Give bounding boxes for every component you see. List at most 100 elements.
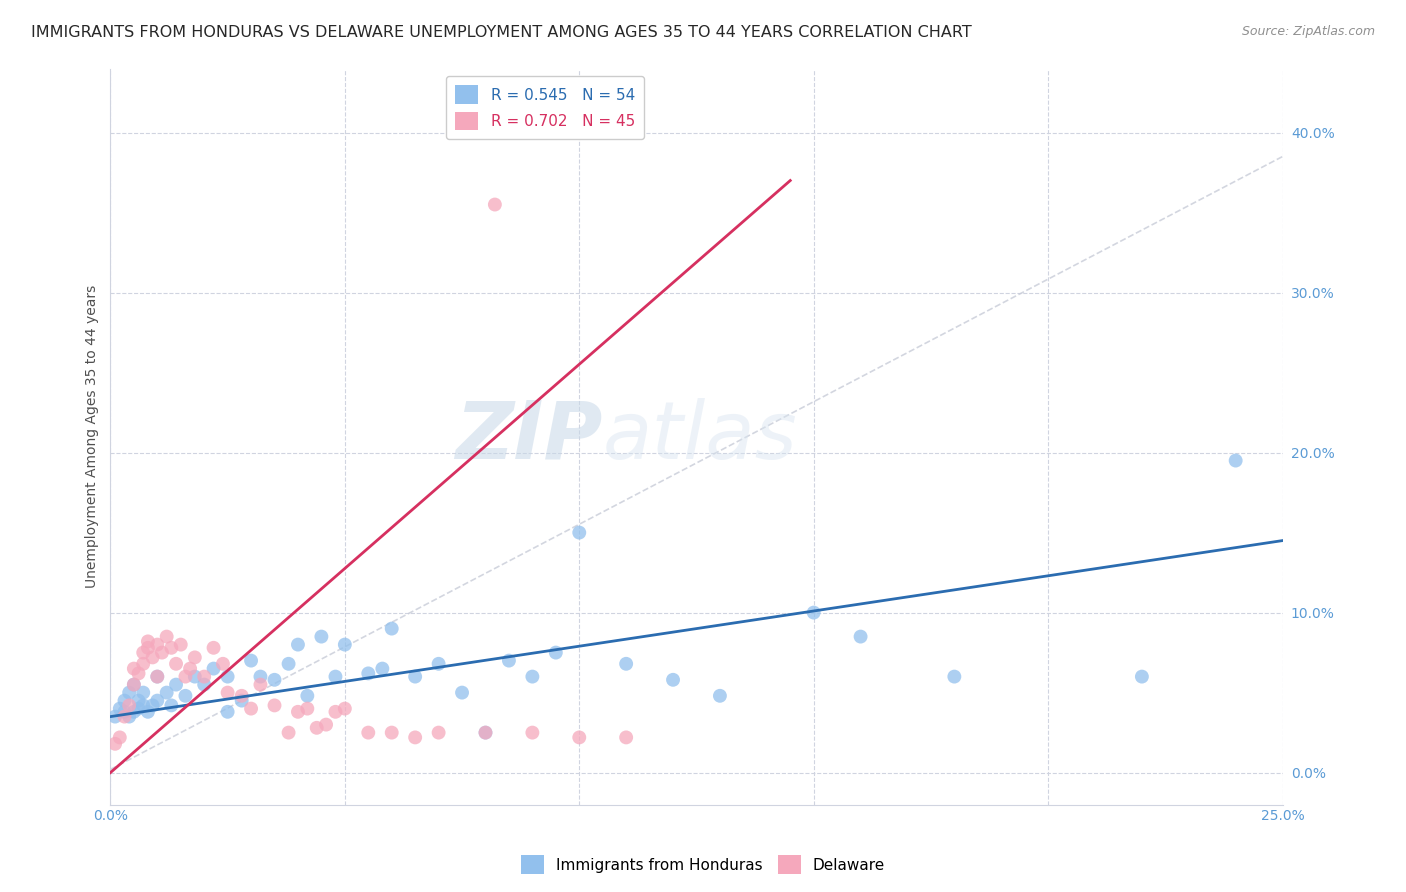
Point [297,689,319,703]
Point [114,709,136,723]
Point [614,657,637,671]
Point [217,705,239,719]
Point [568,731,591,745]
Point [474,725,496,739]
Point [427,725,450,739]
Point [217,685,239,699]
Point [174,670,197,684]
Point [146,670,169,684]
Point [174,689,197,703]
Point [277,657,299,671]
Point [522,670,544,684]
Point [132,657,155,671]
Point [451,685,474,699]
Point [231,689,253,703]
Point [404,670,426,684]
Point [263,673,285,687]
Point [614,731,637,745]
Text: Source: ZipAtlas.com: Source: ZipAtlas.com [1241,25,1375,38]
Text: atlas: atlas [603,398,797,475]
Point [474,725,496,739]
Point [544,646,567,660]
Point [128,666,150,681]
Point [108,701,131,715]
Point [128,693,150,707]
Point [132,698,155,713]
Point [184,650,207,665]
Point [1130,670,1153,684]
Point [160,640,183,655]
Point [128,701,150,715]
Point [122,705,145,719]
Point [202,640,225,655]
Point [114,693,136,707]
Point [333,701,356,715]
Point [249,670,271,684]
Point [709,689,731,703]
Legend: Immigrants from Honduras, Delaware: Immigrants from Honduras, Delaware [515,849,891,880]
Point [142,650,165,665]
Point [803,606,825,620]
Point [165,677,187,691]
Point [522,725,544,739]
Point [118,698,141,713]
Point [305,721,328,735]
Point [184,670,207,684]
Point [108,731,131,745]
Point [263,698,285,713]
Point [104,709,127,723]
Point [202,662,225,676]
Point [150,646,173,660]
Point [132,646,155,660]
Point [371,662,394,676]
Point [160,698,183,713]
Text: IMMIGRANTS FROM HONDURAS VS DELAWARE UNEMPLOYMENT AMONG AGES 35 TO 44 YEARS CORR: IMMIGRANTS FROM HONDURAS VS DELAWARE UNE… [31,25,972,40]
Point [277,725,299,739]
Point [104,737,127,751]
Point [118,685,141,699]
Point [287,705,309,719]
Point [193,677,215,691]
Point [240,654,263,668]
Point [849,630,872,644]
Point [943,670,966,684]
Point [315,717,337,731]
Point [662,673,685,687]
Point [297,701,319,715]
Point [156,630,179,644]
Point [357,725,380,739]
Point [146,638,169,652]
Point [249,677,271,691]
Point [136,705,159,719]
Point [170,638,193,652]
Point [165,657,187,671]
Point [325,705,347,719]
Point [122,662,145,676]
Y-axis label: Unemployment Among Ages 35 to 44 years: Unemployment Among Ages 35 to 44 years [86,285,100,588]
Point [193,670,215,684]
Point [333,638,356,652]
Point [179,662,201,676]
Point [132,685,155,699]
Point [142,698,165,713]
Point [122,677,145,691]
Point [231,693,253,707]
Point [325,670,347,684]
Point [357,666,380,681]
Point [484,197,506,211]
Point [212,657,235,671]
Point [427,657,450,671]
Point [498,654,520,668]
Point [118,709,141,723]
Point [114,705,136,719]
Legend: R = 0.545   N = 54, R = 0.702   N = 45: R = 0.545 N = 54, R = 0.702 N = 45 [446,76,644,139]
Point [381,725,404,739]
Point [568,525,591,540]
Point [1225,453,1247,467]
Point [404,731,426,745]
Point [240,701,263,715]
Point [287,638,309,652]
Point [217,670,239,684]
Point [146,693,169,707]
Point [146,670,169,684]
